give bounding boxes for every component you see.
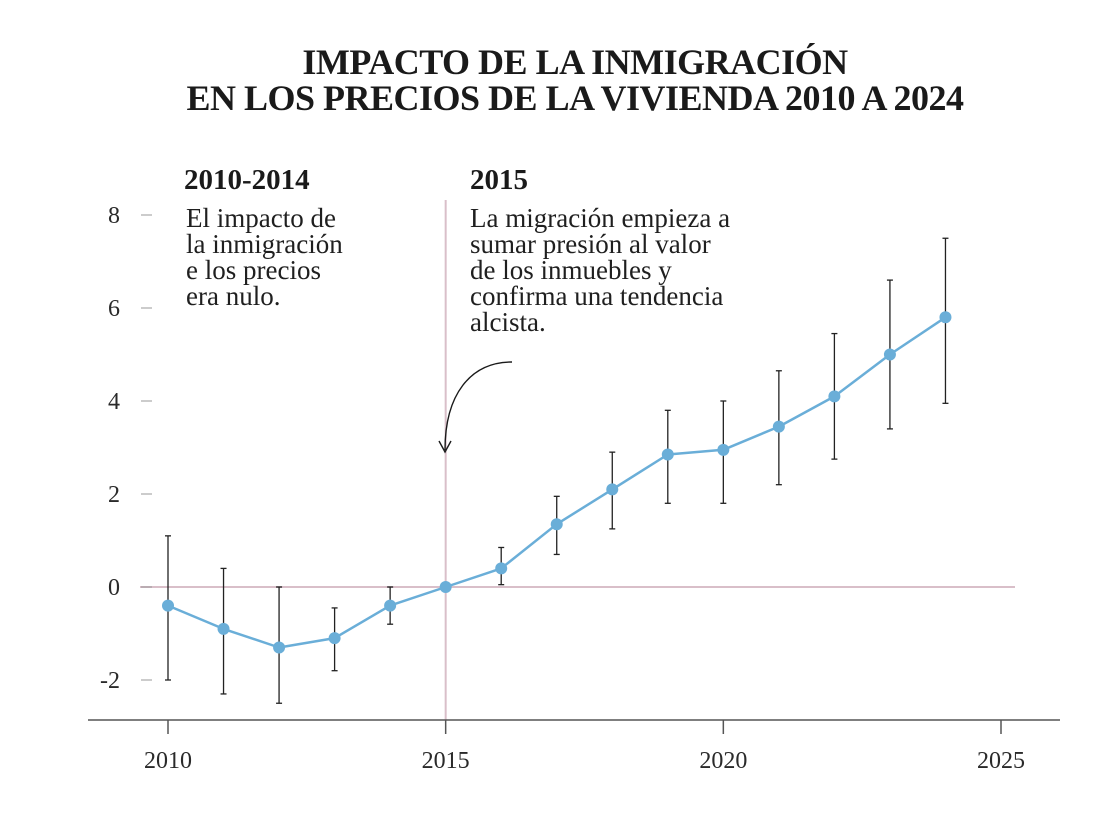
x-tick-label: 2010 (144, 748, 192, 774)
annotation-text-2010-2014: El impacto de la inmigración e los preci… (186, 203, 343, 311)
data-point (328, 632, 341, 645)
annotation-text-2015: La migración empieza a sumar presión al … (470, 203, 731, 337)
chart-title: IMPACTO DE LA INMIGRACIÓN EN LOS PRECIOS… (0, 44, 1095, 116)
y-tick-label: 4 (108, 389, 120, 415)
y-tick-label: 2 (108, 482, 120, 508)
annotation-label-2015: 2015 (470, 164, 528, 196)
x-tick-label: 2025 (977, 748, 1025, 774)
y-tick-label: 6 (108, 296, 120, 322)
reference-lines (140, 200, 1015, 720)
data-point (772, 420, 785, 433)
title-line-2: EN LOS PRECIOS DE LA VIVIENDA 2010 A 202… (186, 78, 964, 118)
axes: 2010 2015 2020 2025 8 6 4 2 0 -2 (88, 203, 1060, 774)
annotation-line: sumar presión al valor (470, 229, 711, 259)
data-point (717, 443, 730, 456)
annotation-line: era nulo. (186, 281, 281, 311)
x-tick-label: 2015 (422, 748, 470, 774)
series-line (167, 316, 947, 649)
annotation-line: la inmigración (186, 229, 343, 259)
data-point (384, 599, 397, 612)
data-point (273, 641, 286, 654)
callout-arrow (444, 361, 513, 451)
data-points (162, 311, 952, 654)
annotation-line: e los precios (186, 255, 321, 285)
data-point (550, 518, 563, 531)
data-point (883, 348, 896, 361)
y-tick-label: 8 (108, 203, 120, 229)
data-point (162, 599, 174, 612)
annotation-line: La migración empieza a (470, 203, 731, 233)
y-tick-label: 0 (108, 575, 120, 601)
annotation-line: de los inmuebles y (470, 255, 672, 285)
data-point (495, 562, 508, 575)
y-tick-label: -2 (100, 668, 120, 694)
data-point (217, 622, 230, 635)
data-point (661, 448, 674, 461)
title-line-1: IMPACTO DE LA INMIGRACIÓN (302, 42, 848, 82)
series-line-group (167, 316, 947, 649)
data-point (828, 390, 841, 403)
data-point (439, 581, 452, 593)
data-point (939, 311, 952, 324)
annotation-line: alcista. (470, 307, 546, 337)
annotation-line: confirma una tendencia (470, 281, 724, 311)
annotation-line: El impacto de (186, 203, 336, 233)
x-tick-label: 2020 (699, 748, 747, 774)
annotation-label-2010-2014: 2010-2014 (184, 164, 310, 196)
data-point (606, 483, 619, 496)
callout-arrowhead-icon (438, 440, 452, 454)
